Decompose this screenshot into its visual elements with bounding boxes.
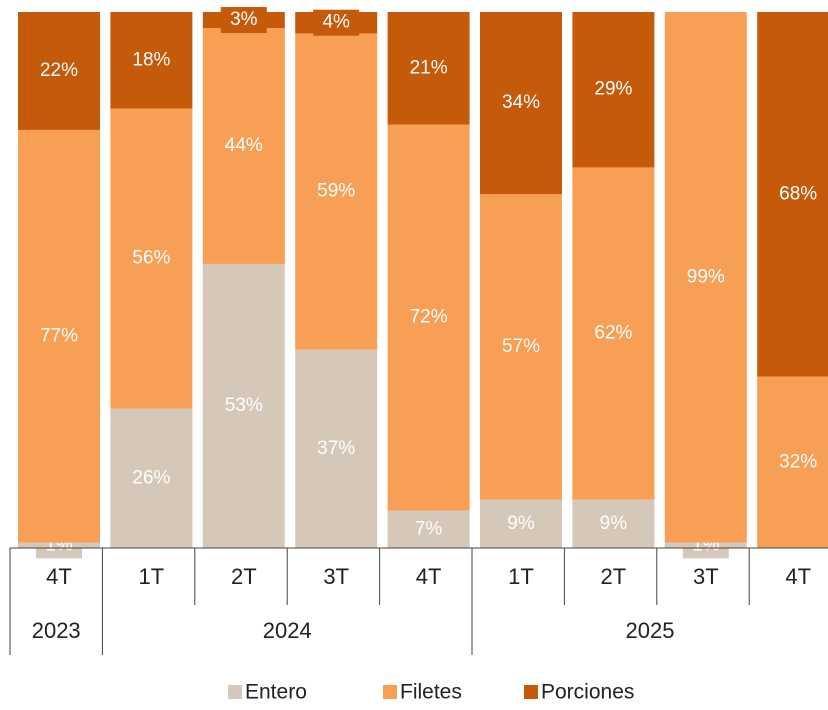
x-tick-label: 4T [785,564,811,589]
bar-segment [202,28,285,264]
legend-label: Filetes [400,681,462,704]
bar-segment [387,510,470,548]
value-label: 44% [225,135,263,156]
bar-segment [295,33,378,350]
bar-segment [387,124,470,511]
legend-label: Entero [245,681,307,704]
value-label: 9% [600,513,628,534]
value-label: 26% [132,467,170,488]
group-label: 2025 [626,618,675,643]
x-tick-label: 3T [693,564,719,589]
bar-segment [202,263,285,548]
bar-segment [480,194,562,500]
value-label: 62% [594,323,632,344]
x-tick-label: 2T [601,564,627,589]
value-label: 68% [779,183,817,204]
value-label: 59% [317,181,355,202]
bar-segment [110,408,193,548]
bar-segment [18,129,100,543]
value-label: 3% [230,9,258,30]
value-label: 99% [687,266,725,287]
bar-segment [572,167,655,500]
value-label: 32% [779,451,817,472]
group-label: 2024 [263,618,312,643]
value-label: 7% [415,518,443,539]
bar-segment [387,12,470,125]
group-label: 2023 [32,618,81,643]
x-tick-label: 4T [46,564,72,589]
value-label: 56% [132,248,170,269]
bar-segment [572,499,655,548]
legend-swatch [228,685,242,699]
bar-segment [110,12,193,109]
value-label: 53% [225,395,263,416]
legend-label: Porciones [541,681,634,704]
value-label: 21% [410,57,448,78]
value-label: 22% [40,60,78,81]
bar-segment [295,349,378,548]
x-tick-label: 4T [416,564,442,589]
legend-swatch [383,685,397,699]
value-label: 72% [410,307,448,328]
x-tick-label: 3T [323,564,349,589]
bar-segment [480,499,562,548]
bar-segment [664,12,747,543]
value-label: 57% [502,336,540,357]
x-tick-label: 2T [231,564,257,589]
value-label: 29% [594,79,632,100]
bar-segment [572,12,655,168]
value-label: 4% [322,12,350,33]
x-tick-label: 1T [139,564,165,589]
bar-segment [110,108,193,409]
legend-swatch [524,685,538,699]
bar-segment [480,12,562,195]
value-label: 37% [317,438,355,459]
bar-segment [18,12,100,130]
value-label: 18% [132,49,170,70]
value-label: 77% [40,325,78,346]
label-box [313,9,360,36]
value-label: 34% [502,92,540,113]
bar-segment [757,376,828,548]
x-tick-label: 1T [508,564,534,589]
bar-segment [757,12,828,377]
label-box [220,7,267,34]
value-label: 9% [507,513,535,534]
